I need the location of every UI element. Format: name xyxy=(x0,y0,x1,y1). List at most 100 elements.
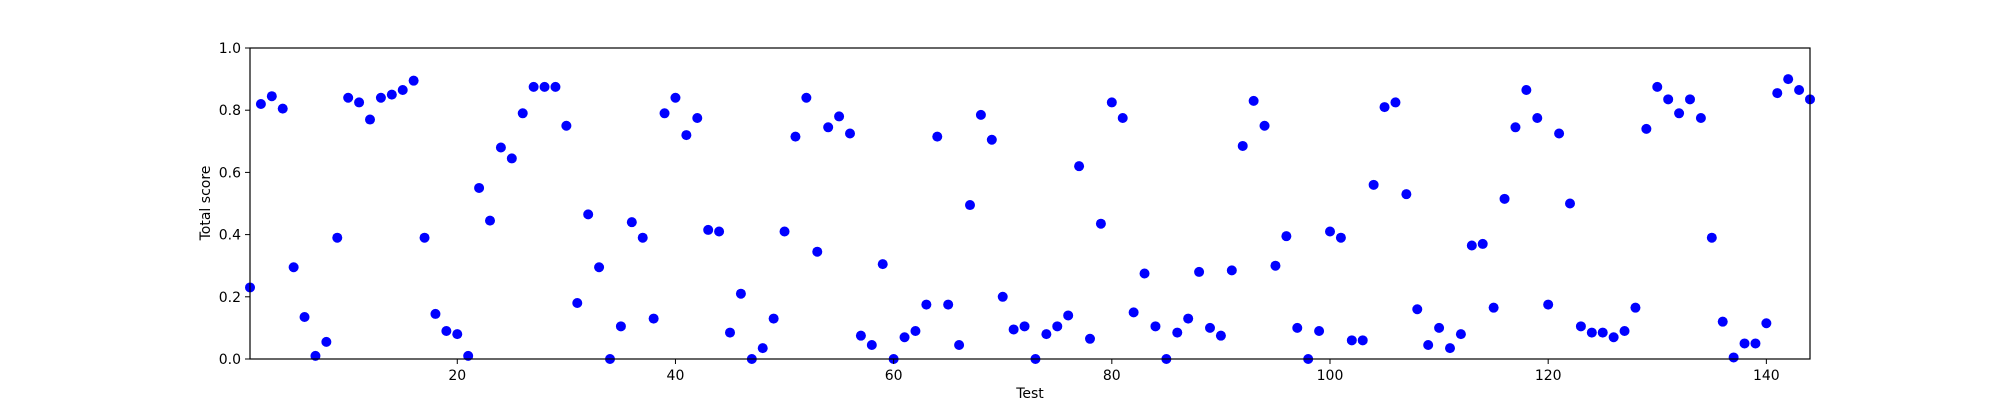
data-point xyxy=(1259,120,1270,131)
data-point xyxy=(1270,260,1281,271)
data-point xyxy=(866,340,877,351)
data-point xyxy=(1346,335,1357,346)
x-axis: 20 40 60 80 100 120 140 xyxy=(448,359,1780,384)
data-point xyxy=(495,142,506,153)
data-point xyxy=(1074,161,1085,172)
data-point xyxy=(1052,321,1063,332)
data-point xyxy=(1706,232,1717,243)
data-point xyxy=(779,226,790,237)
data-point xyxy=(1521,84,1532,95)
data-point xyxy=(354,97,365,108)
data-point xyxy=(943,299,954,310)
data-point xyxy=(1586,327,1597,338)
x-tick-label: 60 xyxy=(885,368,903,384)
data-point xyxy=(1128,307,1139,318)
data-point xyxy=(594,262,605,273)
data-point xyxy=(572,298,583,309)
data-point xyxy=(1237,140,1248,151)
data-point xyxy=(932,131,943,142)
data-point xyxy=(855,330,866,341)
data-point xyxy=(1281,231,1292,242)
data-point xyxy=(1630,302,1641,313)
data-point xyxy=(288,262,299,273)
y-tick-label: 0.4 xyxy=(219,228,241,244)
y-tick-label: 1.0 xyxy=(219,41,241,57)
data-point xyxy=(1728,352,1739,363)
data-point xyxy=(1794,84,1805,95)
data-point xyxy=(790,131,801,142)
data-point xyxy=(1292,322,1303,333)
data-point xyxy=(965,200,975,211)
data-point xyxy=(659,108,670,119)
data-point xyxy=(1761,318,1772,329)
x-tick-label: 20 xyxy=(448,368,466,384)
data-point xyxy=(375,92,386,103)
data-point xyxy=(266,91,277,102)
data-point xyxy=(561,120,572,131)
data-point xyxy=(365,114,375,125)
data-point xyxy=(1783,74,1794,85)
data-point xyxy=(430,308,441,319)
data-points xyxy=(245,74,1815,364)
data-point xyxy=(1466,240,1477,251)
data-point xyxy=(1554,128,1565,139)
y-tick-label: 0.6 xyxy=(219,165,241,181)
data-point xyxy=(1565,198,1575,209)
data-point xyxy=(1063,310,1074,321)
data-point xyxy=(528,81,539,92)
data-point xyxy=(768,313,779,324)
data-point xyxy=(408,75,419,86)
x-tick-label: 120 xyxy=(1535,368,1562,384)
data-point xyxy=(299,312,310,323)
data-point xyxy=(1172,327,1183,338)
data-point xyxy=(1750,338,1761,349)
data-point xyxy=(1379,102,1390,113)
data-point xyxy=(1477,238,1488,249)
data-point xyxy=(801,92,812,103)
data-point xyxy=(1314,326,1325,337)
data-point xyxy=(321,336,332,347)
data-point xyxy=(615,321,626,332)
y-tick-label: 0.2 xyxy=(219,290,241,306)
data-point xyxy=(1717,316,1728,327)
data-point xyxy=(583,209,594,220)
data-point xyxy=(550,81,561,92)
y-axis: 0.0 0.2 0.4 0.6 0.8 1.0 xyxy=(219,41,250,368)
data-point xyxy=(441,326,452,337)
data-point xyxy=(845,128,855,139)
data-point xyxy=(1117,112,1128,123)
x-tick-label: 40 xyxy=(667,368,685,384)
data-point xyxy=(1412,304,1423,315)
data-point xyxy=(1532,112,1543,123)
data-point xyxy=(1455,329,1466,340)
data-point xyxy=(1575,321,1586,332)
data-point xyxy=(1401,189,1412,200)
data-point xyxy=(1641,123,1652,134)
data-point xyxy=(1772,88,1783,99)
data-point xyxy=(1008,324,1019,335)
data-point xyxy=(899,332,910,343)
data-point xyxy=(517,108,528,119)
data-point xyxy=(1368,179,1379,190)
plot-area-frame xyxy=(249,47,1811,360)
data-point xyxy=(910,326,921,337)
data-point xyxy=(474,182,485,193)
data-point xyxy=(277,103,288,114)
x-tick-label: 100 xyxy=(1317,368,1344,384)
data-point xyxy=(1434,322,1445,333)
data-point xyxy=(681,130,692,141)
data-point xyxy=(1597,327,1608,338)
data-point xyxy=(823,122,834,133)
data-point xyxy=(834,111,845,122)
data-point xyxy=(670,92,681,103)
data-point xyxy=(1510,122,1521,133)
data-point xyxy=(386,89,397,100)
data-point xyxy=(1608,332,1619,343)
data-point xyxy=(1499,193,1510,204)
data-point xyxy=(986,134,997,145)
data-point xyxy=(1663,94,1674,105)
data-point xyxy=(692,112,703,123)
data-point xyxy=(757,343,768,354)
data-point xyxy=(506,153,517,164)
data-point xyxy=(1685,94,1695,105)
